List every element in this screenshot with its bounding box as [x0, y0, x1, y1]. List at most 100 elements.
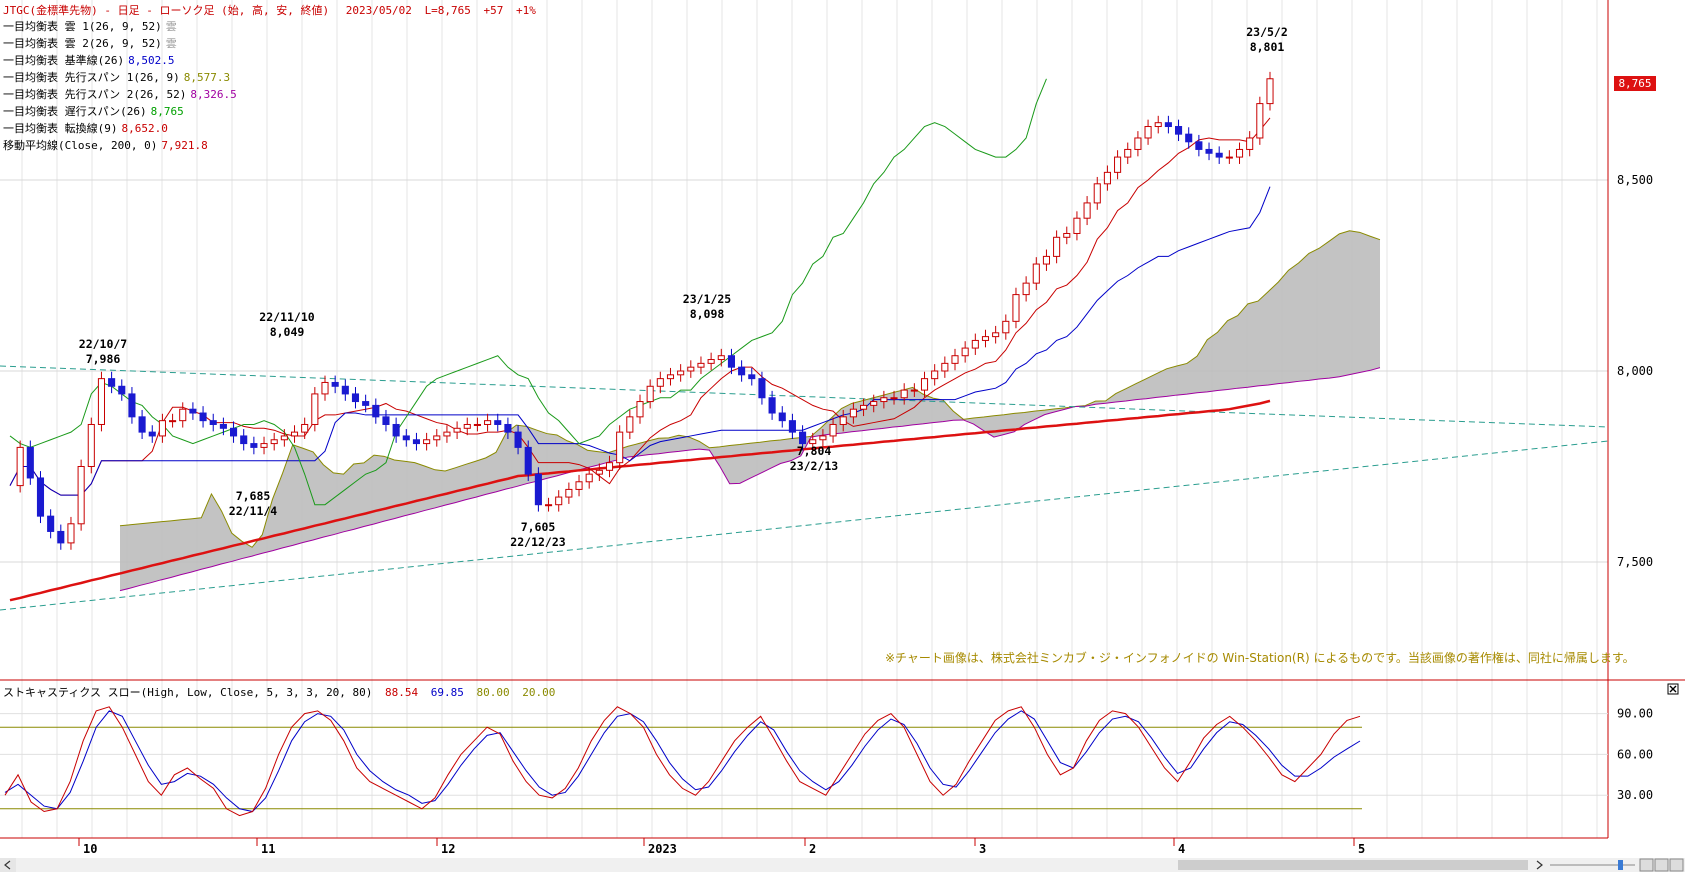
candle-body	[280, 435, 288, 441]
candle-body	[77, 466, 85, 525]
x-tick-label: 4	[1178, 842, 1185, 856]
annotation-text: 7,804	[797, 444, 832, 458]
x-tick-label: 2	[809, 842, 816, 856]
scroll-step-forward-icon[interactable]	[1654, 858, 1669, 872]
annotation-text: 23/5/2	[1246, 25, 1288, 39]
candle-body	[545, 504, 553, 507]
indicator-row: 移動平均線(Close, 200, 0) 7,921.8	[3, 138, 208, 152]
resistance-trendline	[0, 365, 1609, 428]
candle-body	[453, 427, 461, 433]
candle-body	[1002, 320, 1010, 334]
stoch-d-line	[4, 710, 1361, 813]
chikou-line	[9, 78, 1047, 506]
candle-body	[687, 366, 695, 372]
stoch-close-icon[interactable]	[1667, 683, 1679, 695]
candle-body	[605, 462, 614, 471]
candle-body	[321, 381, 329, 395]
candle-body	[555, 496, 563, 506]
indicator-value: 8,502.5	[128, 54, 174, 67]
candle-body	[788, 420, 796, 433]
candle-body	[870, 401, 878, 406]
indicator-label: 一目均衡表 雲 2(26, 9, 52)	[3, 36, 162, 50]
candle-body	[778, 412, 786, 422]
candle-body	[36, 477, 45, 517]
candle-body	[169, 420, 177, 423]
candle-body	[240, 435, 248, 445]
candle-body	[880, 397, 888, 403]
cloud-band	[120, 230, 1380, 591]
svg-text:JTGC(金標準先物) - 日足 - ローソク足 (始, 高: JTGC(金標準先物) - 日足 - ローソク足 (始, 高, 安, 終値) 2…	[3, 3, 536, 17]
candlestick-series	[16, 71, 1274, 550]
indicator-row: 一目均衡表 先行スパン 1(26, 9) 8,577.3	[3, 70, 230, 84]
chart-settings-icon[interactable]	[1669, 858, 1684, 872]
candle-body	[199, 412, 207, 422]
candle-body	[118, 385, 126, 395]
candle-body	[697, 362, 705, 368]
candle-body	[1063, 232, 1071, 238]
scroll-left-button[interactable]	[0, 858, 16, 872]
candle-body	[1215, 152, 1223, 158]
candle-body	[250, 443, 258, 448]
annotation-text: 22/12/23	[510, 535, 565, 549]
candle-body	[839, 416, 847, 425]
last-price-badge: 8,765	[1614, 76, 1656, 91]
scroll-thumb[interactable]	[1178, 860, 1528, 870]
indicator-label: 一目均衡表 基準線(26)	[3, 53, 124, 67]
stoch-ticks: 90.00 60.00 30.00	[1617, 707, 1653, 803]
y-tick-label: 8,000	[1617, 364, 1653, 378]
stoch-d-value: 69.85	[431, 686, 464, 699]
chevron-right-icon[interactable]	[1536, 860, 1543, 870]
candle-body	[412, 439, 421, 445]
moving-average-200	[9, 399, 1271, 602]
candle-body	[768, 397, 776, 414]
indicator-row: 一目均衡表 先行スパン 2(26, 52) 8,326.5	[3, 87, 237, 101]
candle-body	[47, 515, 55, 532]
candle-body	[463, 423, 471, 429]
stoch-k-line	[4, 706, 1361, 817]
candle-body	[992, 332, 1000, 338]
horizontal-scrollbar[interactable]	[0, 858, 1685, 872]
x-tick-label: 10	[83, 842, 97, 856]
stoch-lines	[4, 706, 1361, 817]
svg-text:ストキャスティクス スロー(High, Low, Close: ストキャスティクス スロー(High, Low, Close, 5, 3, 3,…	[3, 686, 555, 699]
candle-body	[849, 408, 857, 418]
candle-body	[1012, 294, 1020, 322]
candle-body	[341, 385, 349, 395]
vertical-grid	[21, 0, 1598, 838]
candle-body	[1205, 148, 1213, 154]
indicator-label: 一目均衡表 転換線(9)	[3, 121, 118, 135]
candle-body	[1103, 171, 1111, 185]
candle-body	[971, 339, 979, 349]
zoom-slider[interactable]	[1550, 860, 1635, 870]
candle-body	[595, 469, 603, 475]
candle-body	[1225, 156, 1233, 159]
x-tick-label: 11	[261, 842, 275, 856]
x-tick-label: 3	[979, 842, 986, 856]
annotation-text: 7,685	[236, 489, 271, 503]
candle-body	[230, 427, 238, 437]
candle-body	[57, 530, 65, 544]
candle-body	[534, 473, 542, 506]
candle-body	[1032, 263, 1040, 284]
stoch-tick-label: 30.00	[1617, 788, 1653, 802]
candle-body	[636, 401, 644, 418]
candle-body	[1266, 78, 1274, 105]
x-axis-labels: 10 11 12 2023 2 3 4 5	[78, 838, 1365, 856]
annotation-text: 7,605	[521, 520, 556, 534]
annotation-high: 23/1/258,098	[683, 292, 732, 321]
candle-body	[799, 431, 807, 445]
stoch-upper-value: 80.00	[477, 686, 510, 699]
candle-body	[392, 423, 400, 437]
annotation-text: 23/1/25	[683, 292, 732, 306]
candle-body	[727, 355, 735, 368]
candle-body	[748, 374, 756, 380]
stoch-grid	[0, 713, 1608, 810]
x-axis: 10 11 12 2023 2 3 4 5	[0, 837, 1608, 856]
candle-body	[87, 423, 95, 468]
indicator-value: 8,652.0	[122, 122, 168, 135]
candle-body	[585, 473, 593, 483]
indicator-value: 雲	[166, 37, 177, 50]
x-tick-label: 12	[441, 842, 455, 856]
annotation-text: 8,098	[690, 307, 725, 321]
scroll-step-back-icon[interactable]	[1639, 858, 1654, 872]
